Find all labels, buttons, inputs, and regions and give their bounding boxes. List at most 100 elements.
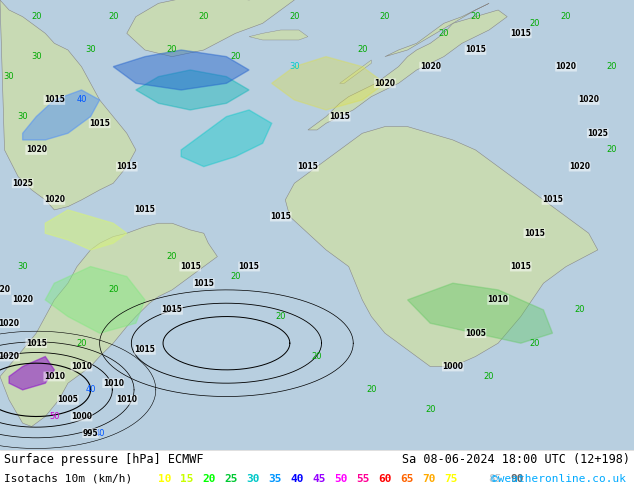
Text: 20: 20: [606, 146, 617, 154]
Text: 40: 40: [290, 474, 304, 484]
Text: 1015: 1015: [26, 339, 47, 348]
Polygon shape: [308, 10, 507, 130]
Text: 20: 20: [198, 12, 209, 21]
Text: 80: 80: [466, 474, 479, 484]
Text: 90: 90: [510, 474, 524, 484]
Text: 20: 20: [230, 272, 241, 281]
Text: 1010: 1010: [71, 362, 92, 371]
Polygon shape: [249, 30, 308, 40]
Text: Sa 08-06-2024 18:00 UTC (12+198): Sa 08-06-2024 18:00 UTC (12+198): [402, 453, 630, 466]
Text: 20: 20: [167, 46, 178, 54]
Text: 20: 20: [289, 12, 300, 21]
Text: 30: 30: [85, 46, 96, 54]
Text: 20: 20: [230, 52, 241, 61]
Text: 30: 30: [31, 52, 42, 61]
Text: 20: 20: [425, 405, 436, 415]
Text: 1015: 1015: [297, 162, 318, 171]
Text: 20: 20: [529, 19, 540, 28]
Text: 1015: 1015: [542, 196, 563, 204]
Text: 40: 40: [94, 429, 105, 438]
Text: 1020: 1020: [375, 79, 396, 88]
Text: 1000: 1000: [443, 362, 463, 371]
Polygon shape: [127, 0, 294, 57]
Text: 1020: 1020: [569, 162, 590, 171]
Polygon shape: [285, 126, 598, 367]
Text: 30: 30: [289, 62, 300, 71]
Polygon shape: [45, 210, 127, 250]
Polygon shape: [181, 110, 272, 167]
Text: 1015: 1015: [134, 345, 155, 354]
Polygon shape: [136, 70, 249, 110]
Polygon shape: [385, 3, 489, 57]
Text: 20: 20: [366, 385, 377, 394]
Polygon shape: [340, 60, 372, 83]
Text: 1015: 1015: [329, 112, 350, 121]
Text: 20: 20: [439, 29, 449, 38]
Text: 1020: 1020: [0, 285, 11, 294]
Text: 1000: 1000: [71, 412, 92, 421]
Text: 20: 20: [380, 12, 390, 21]
Text: 25: 25: [224, 474, 238, 484]
Text: Isotachs 10m (km/h): Isotachs 10m (km/h): [4, 474, 133, 484]
Text: 20: 20: [606, 62, 617, 71]
Text: 1025: 1025: [12, 179, 33, 188]
Text: 1015: 1015: [44, 96, 65, 104]
Text: 1015: 1015: [510, 262, 531, 271]
Text: 50: 50: [334, 474, 347, 484]
Text: 40: 40: [76, 96, 87, 104]
Text: 995: 995: [83, 429, 98, 438]
Text: 70: 70: [422, 474, 436, 484]
Text: 85: 85: [488, 474, 501, 484]
Text: 20: 20: [529, 339, 540, 348]
Text: 20: 20: [76, 339, 87, 348]
Polygon shape: [0, 0, 136, 210]
Text: 1015: 1015: [134, 205, 155, 215]
Text: 20: 20: [357, 46, 368, 54]
Text: 1005: 1005: [58, 395, 79, 404]
Text: 1010: 1010: [103, 379, 124, 388]
Polygon shape: [408, 283, 552, 343]
Text: 20: 20: [574, 305, 585, 315]
Text: 30: 30: [246, 474, 259, 484]
Text: 1020: 1020: [0, 318, 20, 328]
Text: 1015: 1015: [510, 29, 531, 38]
Text: 20: 20: [312, 352, 322, 361]
Text: 15: 15: [180, 474, 193, 484]
Text: 20: 20: [470, 12, 481, 21]
Text: 20: 20: [276, 312, 286, 321]
Text: 20: 20: [202, 474, 216, 484]
Polygon shape: [9, 357, 55, 390]
Text: 50: 50: [49, 412, 60, 421]
Text: 1015: 1015: [465, 46, 486, 54]
Text: 40: 40: [86, 385, 96, 394]
Text: 1015: 1015: [193, 279, 214, 288]
Text: 10: 10: [158, 474, 172, 484]
Text: ©weatheronline.co.uk: ©weatheronline.co.uk: [491, 474, 626, 484]
Text: 1020: 1020: [26, 146, 47, 154]
Text: 55: 55: [356, 474, 370, 484]
Polygon shape: [45, 267, 145, 333]
Text: 1010: 1010: [488, 295, 508, 304]
Polygon shape: [0, 223, 217, 426]
Text: 30: 30: [17, 262, 28, 271]
Text: 30: 30: [4, 72, 15, 81]
Text: 1015: 1015: [180, 262, 200, 271]
Text: 1020: 1020: [0, 352, 20, 361]
Text: 20: 20: [484, 372, 495, 381]
Text: 20: 20: [31, 12, 41, 21]
Polygon shape: [113, 50, 249, 90]
Text: 1020: 1020: [578, 96, 599, 104]
Text: Surface pressure [hPa] ECMWF: Surface pressure [hPa] ECMWF: [4, 453, 204, 466]
Text: 35: 35: [268, 474, 281, 484]
Text: 1010: 1010: [116, 395, 138, 404]
Text: 1020: 1020: [555, 62, 576, 71]
Text: 1020: 1020: [12, 295, 33, 304]
Text: 1015: 1015: [524, 229, 545, 238]
Text: 65: 65: [400, 474, 413, 484]
Text: 30: 30: [17, 112, 28, 121]
Text: 1005: 1005: [465, 329, 486, 338]
Text: 60: 60: [378, 474, 392, 484]
Text: 75: 75: [444, 474, 458, 484]
Text: 1025: 1025: [587, 129, 608, 138]
Polygon shape: [272, 57, 385, 110]
